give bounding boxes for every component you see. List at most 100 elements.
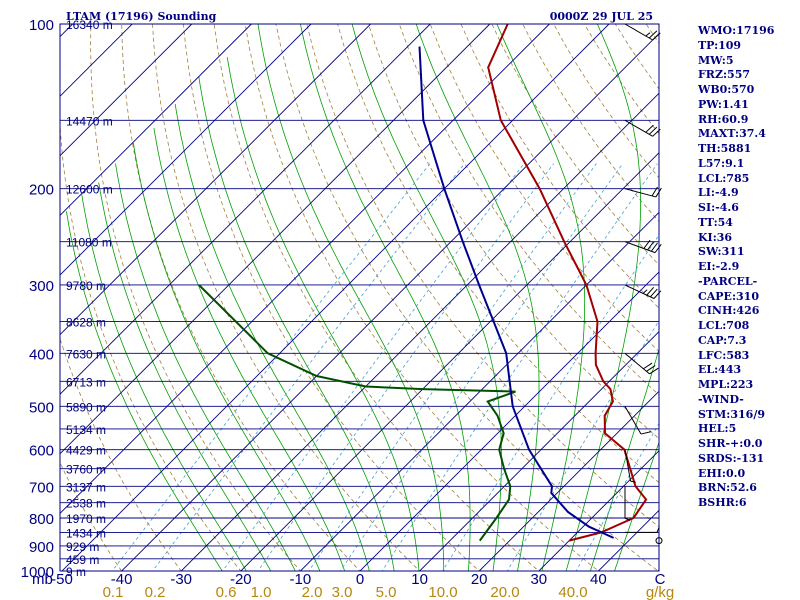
wind-barb (624, 284, 662, 299)
barb-feather (647, 241, 655, 251)
index-item: EI:-2.9 (698, 260, 740, 273)
height-label: 9 m (66, 565, 86, 579)
moist-adiabat (115, 163, 296, 571)
isotherm (120, 32, 659, 571)
indices-panel: WMO:17196 TP:109 MW:5 FRZ:557 WB0:570 PW:1.41… (698, 24, 774, 511)
dry-adiabat (306, 24, 659, 528)
wind-barb (624, 239, 662, 254)
dry-adiabat (213, 24, 540, 571)
barb-feather (646, 365, 656, 372)
isotherm (180, 92, 659, 571)
moist-adiabat (415, 24, 540, 571)
mixing-ratio-line (339, 163, 624, 571)
dry-adiabat (60, 337, 182, 571)
index-item: BSHR:6 (698, 496, 747, 509)
barb-feather (640, 431, 652, 435)
barb-feather (646, 287, 655, 296)
station-title: LTAM (17196) Sounding (66, 10, 217, 23)
moist-adiabat (589, 347, 659, 571)
isotherm (61, 24, 610, 571)
mixing-ratio-line (152, 163, 465, 571)
wind-barb (624, 486, 631, 521)
barb-feather (648, 126, 658, 135)
index-item: MW:5 (698, 53, 734, 67)
barb-feather (643, 239, 651, 249)
height-label: 11080 m (66, 236, 112, 250)
moist-adiabat (153, 128, 346, 571)
moist-adiabat (98, 182, 272, 571)
index-item: EHI:0.0 (698, 466, 746, 480)
pressure-tick-label: 400 (29, 346, 54, 363)
index-item: PW:1.41 (698, 97, 749, 111)
pressure-tick-label: 200 (29, 182, 54, 199)
mixing-ratio-line (442, 234, 659, 571)
height-label: 5134 m (66, 423, 106, 437)
isotherm (60, 24, 491, 455)
mixing-ratio-tick-label: 3.0 (332, 584, 353, 600)
barb-half-feather (624, 517, 631, 521)
mixing-ratio-line (257, 163, 554, 571)
barb-feather (655, 187, 662, 198)
barb-staff (624, 23, 653, 41)
height-label: 4429 m (66, 444, 106, 458)
height-label: 929 m (66, 540, 99, 554)
dry-adiabat (429, 24, 659, 352)
mixing-ratio-line (381, 163, 658, 571)
temperature-tick-label: 40 (590, 571, 607, 588)
height-label: 9780 m (66, 279, 106, 293)
mixing-ratio-line (575, 422, 659, 571)
height-label: 8628 m (66, 316, 106, 330)
isotherm (60, 24, 431, 395)
mixing-ratio-tick-label: 10.0 (428, 584, 457, 600)
mixing-ratio-tick-label: 1.0 (251, 584, 272, 600)
barb-staff (624, 241, 656, 254)
isotherm (60, 24, 550, 515)
height-label: 7630 m (66, 347, 106, 361)
temperature-tick-label: 0 (356, 571, 364, 588)
index-item: RH:60.9 (698, 112, 749, 126)
moist-adiabat (300, 24, 471, 571)
index-item: CAPE:310 (698, 289, 759, 303)
wind-barb (624, 406, 652, 435)
wind-barb (625, 527, 660, 533)
sounding-time: 0000Z 29 JUL 25 (550, 10, 653, 23)
isotherm (60, 24, 312, 276)
isotherm (240, 152, 659, 571)
index-item: BRN:52.6 (698, 481, 757, 495)
index-item: -PARCEL- (698, 274, 758, 288)
height-label: 1434 m (66, 526, 106, 540)
index-item: HEL:5 (698, 422, 737, 436)
pressure-tick-label: 600 (29, 443, 54, 460)
index-item: -WIND- (698, 392, 744, 406)
temperature-tick-label: -20 (230, 571, 252, 588)
dry-adiabat (60, 24, 242, 571)
barb-feather (648, 30, 658, 39)
index-item: WMO:17196 (698, 24, 775, 37)
pressure-unit-label: mb (32, 571, 53, 588)
temperature-tick-label: 20 (471, 571, 488, 588)
index-item: TH:5881 (698, 142, 752, 155)
barb-staff (624, 119, 653, 137)
index-item: CINH:426 (698, 304, 760, 318)
moist-adiabat (496, 24, 586, 571)
isotherm (418, 330, 659, 571)
barb-staff (624, 188, 657, 198)
pressure-tick-label: 1000 (21, 564, 54, 581)
isotherm (478, 390, 659, 571)
barb-feather (652, 32, 661, 41)
barb-half-feather (630, 480, 636, 483)
sounding-curves (198, 24, 648, 542)
mixing-ratio-line (111, 163, 431, 571)
mixing-ratio-line (308, 163, 597, 571)
dry-adiabat (337, 24, 659, 484)
moist-adiabat (198, 76, 395, 571)
barb-half-feather (645, 32, 651, 37)
index-item: WB0:570 (698, 83, 755, 96)
index-item: TP:109 (698, 38, 742, 52)
isotherm (359, 271, 659, 571)
index-item: LCL:785 (698, 171, 750, 185)
barb-feather (645, 124, 654, 133)
index-item: CAP:7.3 (698, 333, 747, 347)
